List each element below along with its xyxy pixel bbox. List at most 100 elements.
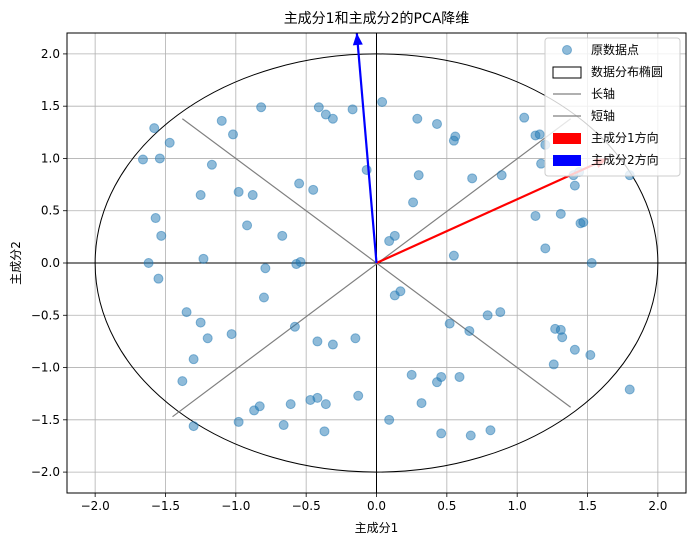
data-point-67	[416, 398, 427, 409]
data-point-12	[308, 184, 319, 195]
data-point-44	[353, 390, 364, 401]
legend-label-5: 主成分2方向	[591, 152, 659, 167]
data-point-5	[228, 129, 239, 140]
pc2-arrow-shaft	[355, 33, 378, 264]
data-point-48	[347, 104, 358, 115]
data-point-71	[384, 414, 395, 425]
data-point-96	[585, 350, 596, 360]
long-axis-line	[172, 118, 572, 418]
data-point-4	[216, 115, 227, 126]
data-point-37	[254, 401, 265, 412]
legend-marker-1	[552, 66, 582, 79]
y-tick-label-1: −1.5	[31, 413, 60, 427]
data-point-1	[164, 137, 175, 148]
x-tick-label-8: 2.0	[648, 499, 667, 513]
data-point-23	[258, 292, 269, 303]
data-point-79	[534, 129, 545, 140]
y-tick-label-5: 0.5	[41, 204, 60, 218]
x-tick-label-3: −0.5	[292, 499, 321, 513]
data-point-22	[153, 273, 164, 284]
data-point-21	[143, 258, 154, 268]
data-point-64	[482, 310, 493, 321]
data-point-25	[195, 317, 206, 328]
data-point-76	[496, 170, 507, 181]
distribution-ellipse	[94, 53, 659, 473]
data-point-86	[569, 180, 580, 191]
data-point-29	[289, 321, 300, 332]
data-point-60	[408, 197, 419, 208]
chart-title: 主成分1和主成分2的PCA降维	[284, 11, 470, 27]
y-tick-label-3: −0.5	[31, 308, 60, 322]
data-point-54	[395, 286, 406, 297]
data-point-45	[313, 102, 324, 113]
data-point-17	[198, 253, 209, 264]
data-point-77	[519, 112, 530, 123]
y-tick-label-4: 0.0	[41, 256, 60, 270]
data-point-90	[586, 258, 597, 268]
y-tick-label-0: −2.0	[31, 465, 60, 479]
data-point-47	[327, 113, 338, 124]
data-point-41	[320, 399, 331, 410]
data-point-42	[278, 420, 289, 431]
distribution-ellipse-shape	[94, 53, 659, 473]
legend-marker-4	[553, 133, 581, 144]
data-point-40	[312, 392, 323, 403]
data-point-74	[485, 425, 496, 436]
data-point-30	[312, 336, 323, 347]
legend-marker-0	[562, 45, 572, 55]
legend-label-4: 主成分1方向	[591, 130, 659, 145]
pc2-arrow-head	[352, 33, 363, 46]
data-point-83	[540, 243, 551, 254]
x-tick-label-2: −1.0	[221, 499, 250, 513]
data-point-34	[188, 421, 199, 432]
data-point-59	[413, 170, 424, 181]
data-point-63	[464, 325, 475, 336]
data-point-11	[294, 178, 305, 189]
x-axis-title: 主成分1	[355, 521, 399, 535]
data-point-58	[450, 131, 461, 142]
data-point-13	[150, 213, 161, 224]
data-point-73	[465, 430, 476, 441]
data-point-94	[548, 359, 559, 370]
data-point-19	[295, 256, 306, 267]
y-tick-label-8: 2.0	[41, 47, 60, 61]
y-tick-label-2: −1.0	[31, 361, 60, 375]
data-point-82	[530, 210, 541, 221]
data-point-52	[389, 230, 400, 241]
data-point-65	[495, 307, 506, 318]
data-point-69	[436, 371, 447, 382]
data-point-27	[226, 329, 237, 340]
legend-label-0: 原数据点	[591, 42, 639, 57]
data-point-31	[327, 339, 338, 350]
data-point-35	[233, 416, 244, 427]
data-point-89	[578, 217, 589, 228]
data-point-98	[624, 384, 635, 395]
data-point-93	[557, 332, 568, 343]
data-point-9	[233, 186, 244, 197]
data-point-28	[188, 354, 199, 365]
data-point-61	[448, 250, 459, 261]
x-tick-label-0: −2.0	[81, 499, 110, 513]
data-point-32	[350, 333, 361, 344]
x-tick-label-6: 1.0	[508, 499, 527, 513]
data-point-0	[149, 123, 160, 134]
data-point-56	[431, 118, 442, 129]
x-tick-label-4: 0.0	[367, 499, 386, 513]
y-tick-label-6: 1.0	[41, 151, 60, 165]
x-tick-label-7: 1.5	[578, 499, 597, 513]
data-point-20	[260, 263, 271, 274]
data-point-8	[195, 190, 206, 201]
legend-label-3: 短轴	[591, 108, 615, 123]
legend-marker-5	[553, 155, 581, 166]
x-tick-label-5: 0.5	[437, 499, 456, 513]
data-point-7	[206, 159, 217, 170]
data-point-14	[156, 230, 167, 241]
data-point-2	[137, 154, 148, 165]
data-point-38	[285, 399, 296, 410]
data-point-6	[256, 102, 267, 113]
data-point-62	[444, 318, 455, 329]
data-point-3	[154, 153, 165, 164]
data-point-16	[277, 230, 288, 241]
